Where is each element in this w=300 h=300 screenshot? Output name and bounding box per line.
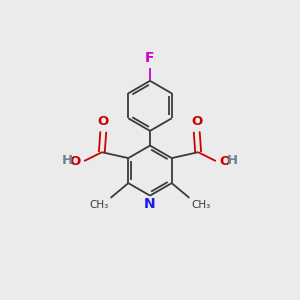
- Text: CH₃: CH₃: [89, 200, 108, 210]
- Text: H: H: [62, 154, 73, 167]
- Text: O: O: [69, 154, 81, 167]
- Text: F: F: [145, 51, 155, 64]
- Text: O: O: [98, 115, 109, 128]
- Text: O: O: [219, 154, 231, 167]
- Text: N: N: [144, 197, 156, 211]
- Text: CH₃: CH₃: [192, 200, 211, 210]
- Text: O: O: [191, 115, 202, 128]
- Text: H: H: [227, 154, 238, 167]
